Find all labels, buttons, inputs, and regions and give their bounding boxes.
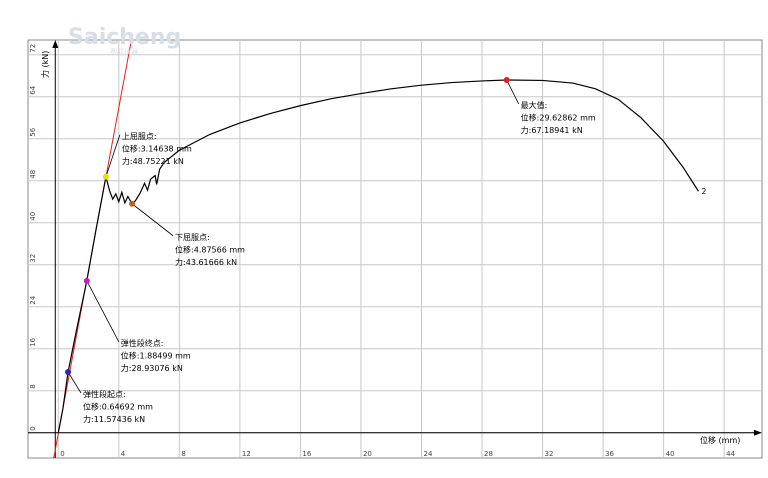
x-tick-label: 12: [242, 450, 251, 458]
annotation-text: 力:28.93076 kN: [121, 363, 183, 373]
annotation-text: 力:11.57436 kN: [83, 414, 145, 424]
watermark: Saicheng: [68, 25, 181, 50]
x-tick-label: 36: [605, 450, 614, 458]
annotation-text: 力:67.18941 kN: [521, 125, 583, 135]
annotation-text: 上屈服点:: [122, 132, 157, 141]
key-point: [83, 277, 90, 284]
x-tick-label: 0: [60, 450, 64, 458]
annotation-text: 位移:29.62862 mm: [521, 112, 596, 122]
y-axis-arrow: [52, 40, 59, 48]
y-tick-label: 0: [29, 426, 37, 430]
x-axis-label: 位移 (mm): [700, 435, 740, 445]
y-tick-label: 16: [29, 337, 37, 346]
x-tick-label: 40: [666, 450, 675, 458]
x-axis-arrow: [754, 429, 762, 436]
marks: 弹性段起点: 位移:0.64692 mm 力:11.57436 kN 弹性段终点: 位移…: [53, 39, 699, 459]
curve-end-label: 2: [701, 187, 706, 196]
annotation-text: 位移:3.14638 mm: [122, 143, 192, 153]
annotation-text: 力:48.75221 kN: [122, 156, 184, 166]
leader-line: [105, 134, 121, 177]
watermark-sub: 赛成仪器: [110, 47, 138, 56]
y-tick-label: 8: [29, 384, 37, 388]
annotation-text: 弹性段起点:: [83, 389, 126, 399]
x-tick-label: 4: [121, 450, 126, 458]
annotation-text: 位移:4.87566 mm: [175, 244, 245, 254]
annotation-text: 力:43.61666 kN: [175, 257, 237, 267]
key-point: [503, 76, 510, 83]
x-tick-label: 32: [545, 450, 554, 458]
y-tick-label: 40: [29, 212, 37, 221]
key-point: [129, 200, 136, 207]
key-point: [102, 173, 109, 180]
annotation-text: 位移:0.64692 mm: [83, 402, 153, 412]
annotation-text: 位移:1.88499 mm: [121, 350, 191, 360]
y-tick-label: 48: [29, 170, 37, 179]
leader-line: [506, 79, 520, 105]
curve: [57, 79, 699, 433]
x-tick-label: 44: [726, 450, 735, 458]
y-tick-label: 64: [29, 85, 37, 94]
y-tick-label: 24: [29, 295, 37, 304]
annotation-text: 最大值:: [521, 100, 548, 110]
y-tick-label: 32: [29, 254, 37, 263]
leader-line: [131, 203, 174, 237]
annotation-text: 下屈服点:: [175, 233, 210, 242]
leader-line: [67, 371, 82, 394]
x-tick-label: 20: [363, 450, 372, 458]
annotation-text: 弹性段终点:: [121, 338, 164, 348]
y-axis-label: 力 (kN): [40, 51, 50, 78]
key-point: [65, 369, 72, 376]
plot-frame: [27, 39, 763, 459]
x-tick-label: 28: [484, 450, 493, 458]
x-tick-label: 16: [302, 450, 311, 458]
y-tick-label: 56: [29, 127, 37, 136]
leader-line: [86, 280, 120, 343]
x-tick-label: 24: [423, 450, 432, 458]
grid: [28, 40, 762, 458]
y-tick-label: 72: [29, 44, 37, 53]
x-tick-label: 8: [181, 450, 185, 458]
